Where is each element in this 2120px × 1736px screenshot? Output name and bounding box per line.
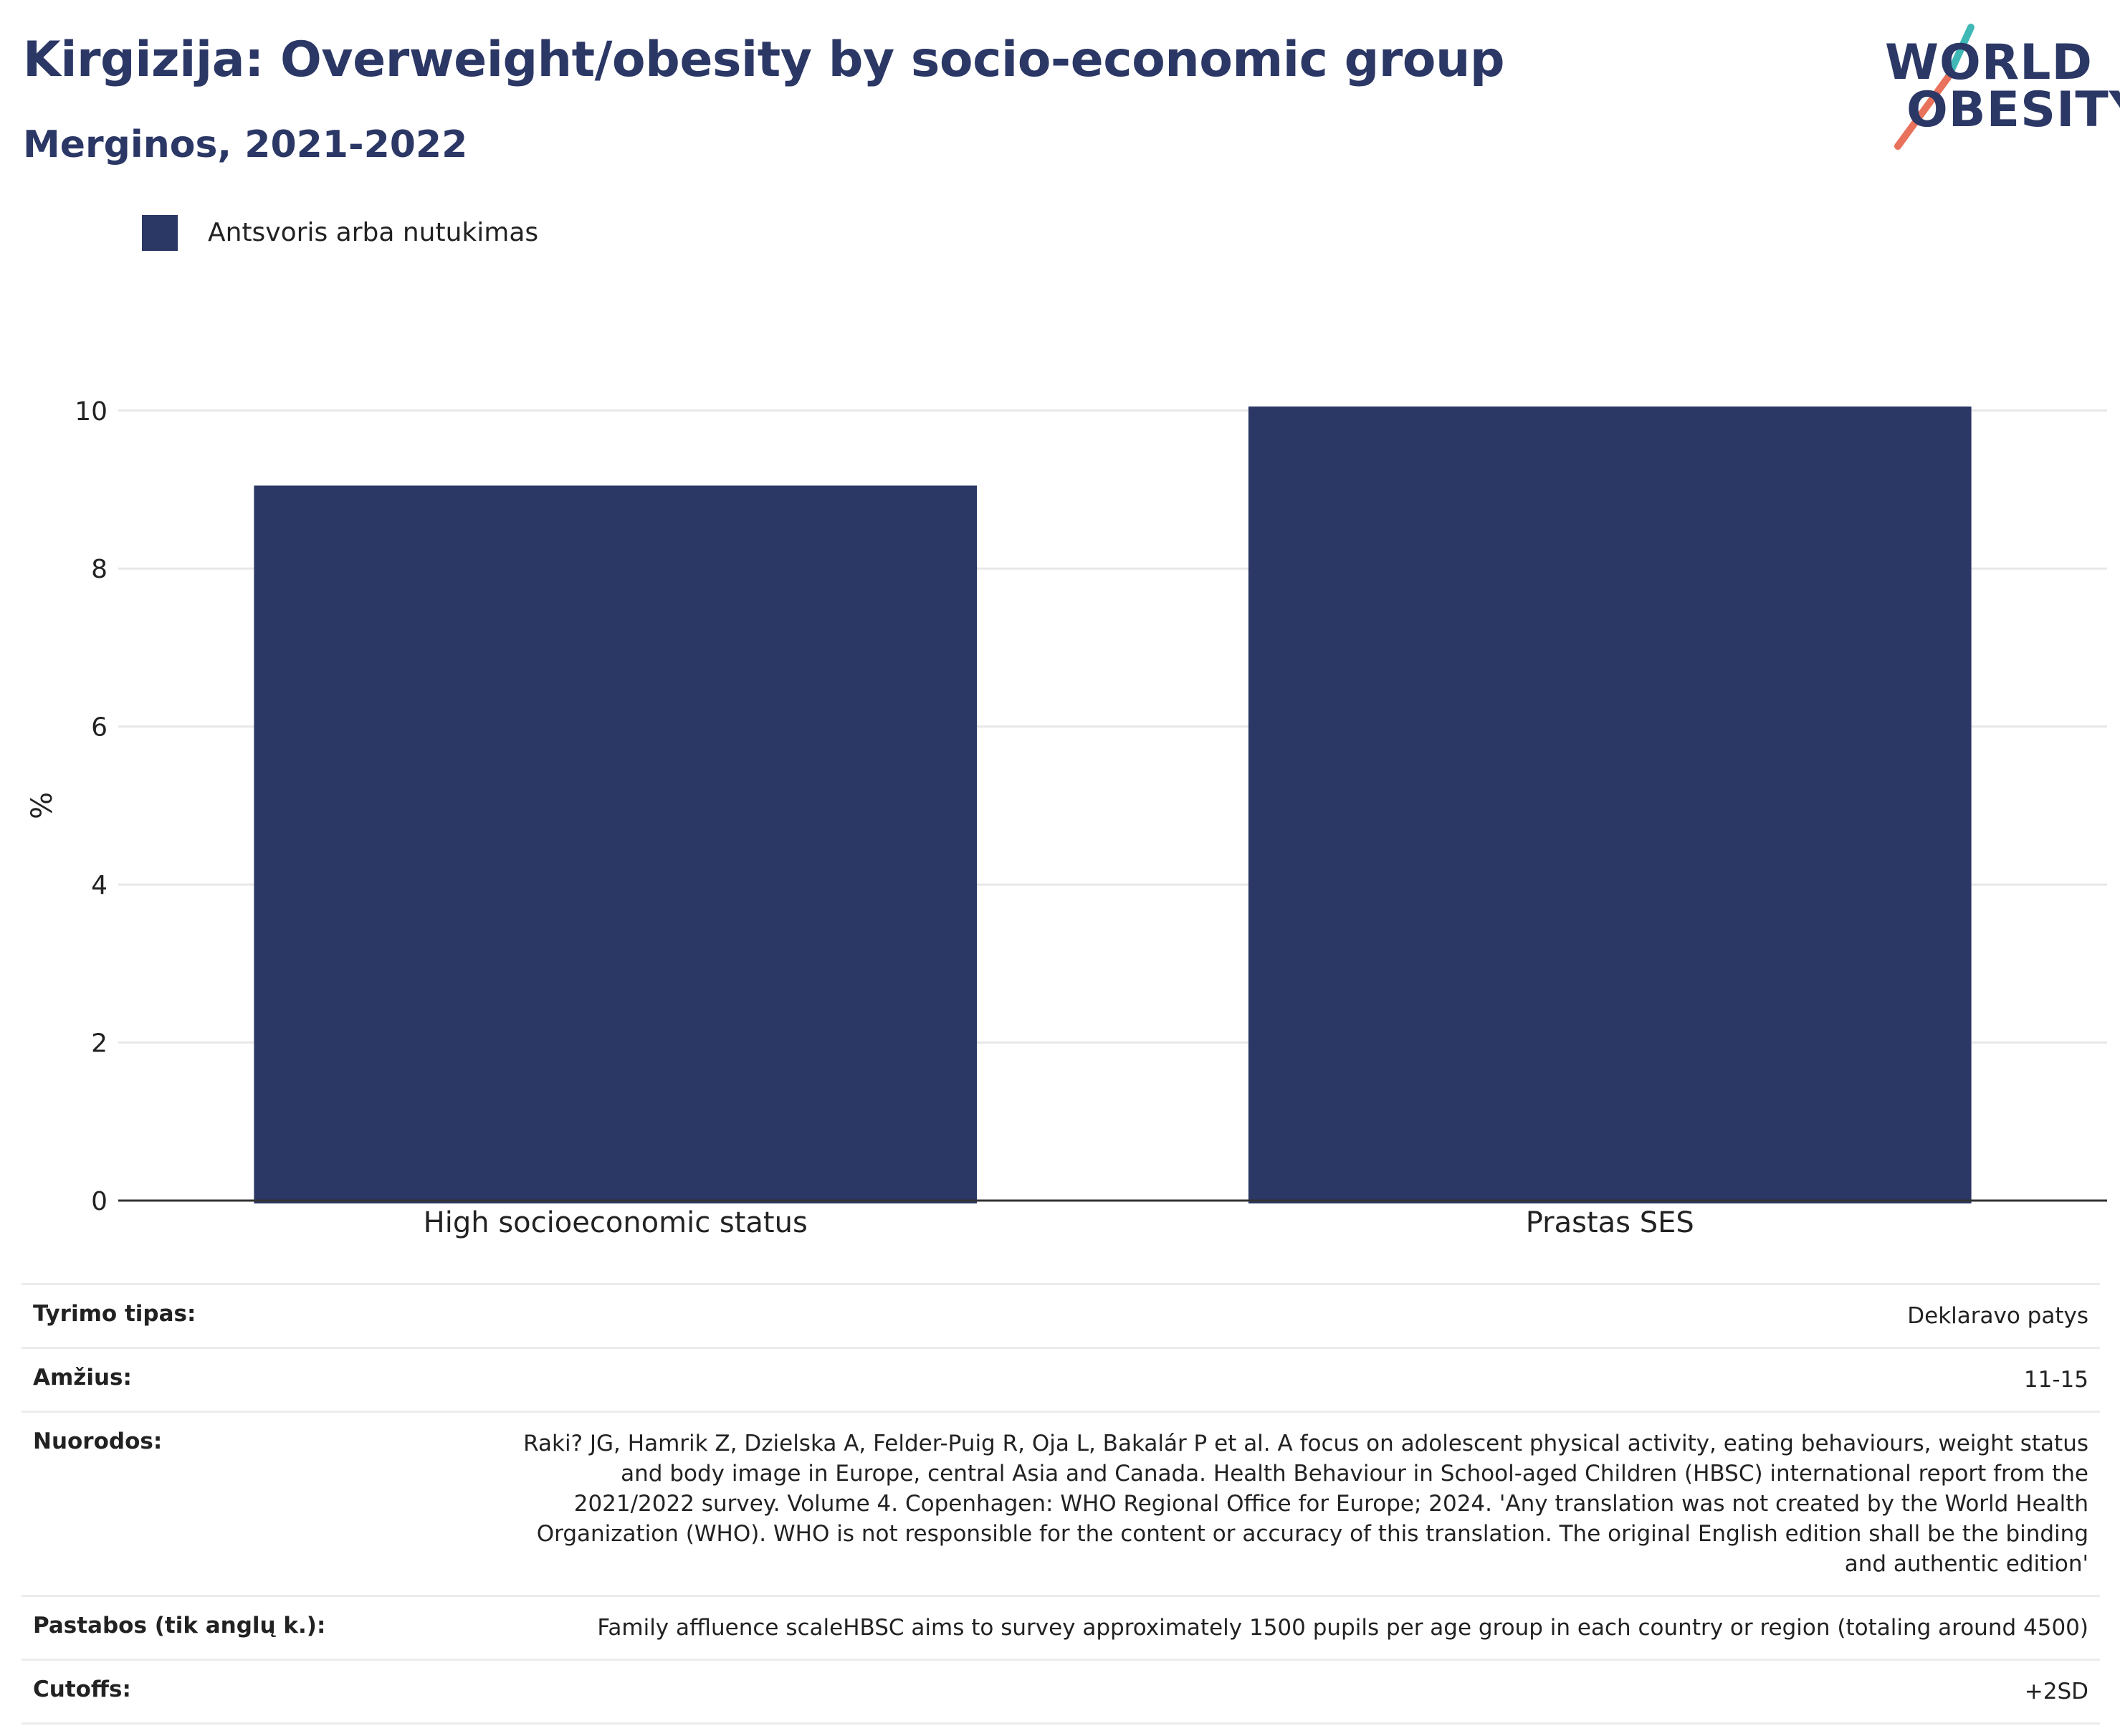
info-value: Deklaravo patys (1907, 1303, 2088, 1329)
bar (254, 485, 978, 1203)
legend-swatch (142, 215, 178, 251)
info-key: Amžius: (33, 1365, 132, 1391)
info-value: +2SD (2024, 1679, 2088, 1704)
bar-chart: 0 2 4 6 8 10% High socioeconomic status Prastas… (26, 397, 2107, 1239)
chart-title: Kirgizija: Overweight/obesity by socio-e… (23, 32, 1505, 88)
info-row: Cutoffs: +2SD (22, 1659, 2100, 1725)
y-tick-label: 4 (91, 871, 108, 900)
x-tick-label: Prastas SES (1526, 1206, 1694, 1239)
world-obesity-logo: WORLD OBESITY (1863, 20, 2120, 156)
logo-slash-icon (1894, 24, 1975, 150)
info-row: Nuorodos: Raki? JG, Hamrik Z, Dzielska A,… (22, 1411, 2100, 1595)
legend-label: Antsvoris arba nutukimas (208, 218, 539, 247)
logo-text-world: WORLD (1885, 34, 2093, 91)
info-row: Amžius: 11-15 (22, 1347, 2100, 1411)
info-row: Pastabos (tik anglų k.): Family affluence… (22, 1595, 2100, 1659)
info-table: Tyrimo tipas: Deklaravo patys Amžius: 11-15… (22, 1283, 2100, 1725)
x-tick-label: High socioeconomic status (424, 1206, 808, 1239)
info-key: Nuorodos: (33, 1429, 163, 1454)
info-value: Raki? JG, Hamrik Z, Dzielska A, Felder-P… (523, 1431, 2088, 1577)
y-tick-label: 10 (75, 397, 108, 426)
info-row: Tyrimo tipas: Deklaravo patys (22, 1283, 2100, 1347)
logo-text-obesity: OBESITY (1906, 82, 2120, 138)
y-tick-label: 2 (91, 1029, 108, 1059)
info-key: Cutoffs: (33, 1677, 131, 1702)
chart-subtitle: Merginos, 2021-2022 (23, 123, 468, 166)
y-axis-label: % (26, 792, 59, 819)
y-tick-label: 8 (91, 555, 108, 584)
bar (1248, 406, 1972, 1203)
info-key: Pastabos (tik anglų k.): (33, 1613, 326, 1639)
y-tick-label: 0 (91, 1187, 108, 1216)
y-tick-label: 6 (91, 713, 108, 743)
info-key: Tyrimo tipas: (33, 1301, 196, 1327)
info-value: Family affluence scaleHBSC aims to surve… (597, 1615, 2088, 1641)
info-value: 11-15 (2023, 1367, 2088, 1393)
